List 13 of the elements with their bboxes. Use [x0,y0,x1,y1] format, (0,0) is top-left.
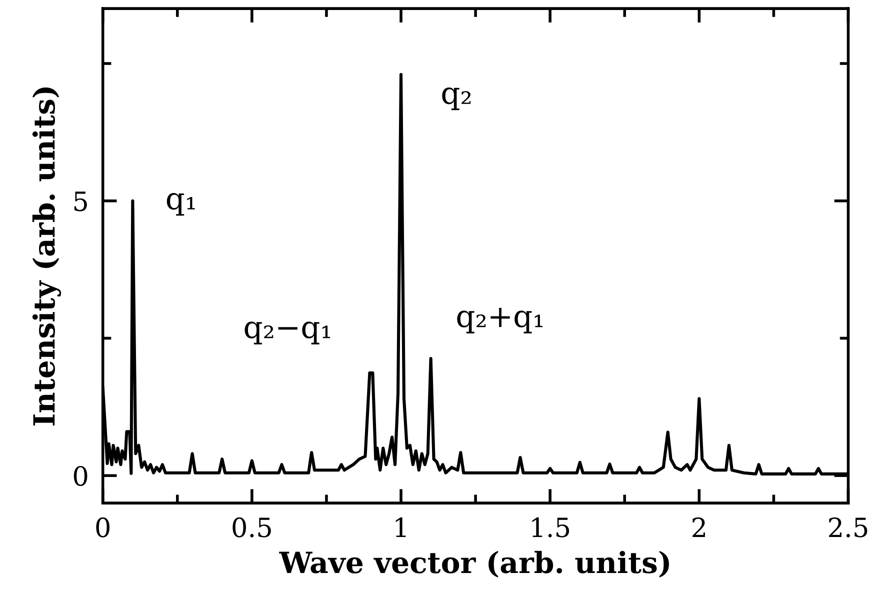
annotation: q₂+q₁ [457,308,542,334]
x-tick-label: 0 [96,517,110,538]
y-tick-label: 5 [74,192,87,212]
y-axis-title: Intensity (arb. units) [32,88,62,426]
annotation: q₂−q₁ [244,322,330,344]
annotation: q₁ [166,193,195,216]
x-tick-label: 2 [692,517,705,538]
x-tick-label: 2.5 [829,517,868,538]
annotation: q₂ [442,87,471,110]
x-tick-label: 1.5 [532,517,570,538]
x-tick-label: 1 [396,517,406,538]
x-axis-title: Wave vector (arb. units) [279,550,669,578]
x-tick-label: 0.5 [232,517,271,538]
